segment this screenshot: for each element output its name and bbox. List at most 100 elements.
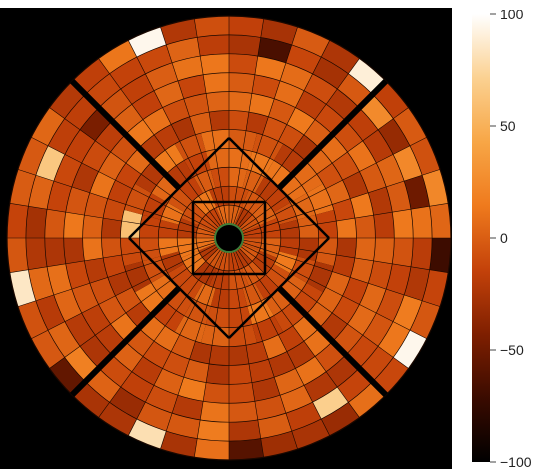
detector-cell bbox=[98, 402, 137, 436]
detector-cell bbox=[290, 256, 316, 283]
sector-gridline bbox=[193, 18, 228, 225]
detector-cell bbox=[89, 171, 116, 199]
sector-gridline bbox=[49, 107, 218, 231]
detector-cell bbox=[160, 251, 185, 274]
diamond-edge bbox=[228, 137, 330, 239]
detector-cell bbox=[409, 137, 441, 176]
sector-gridline bbox=[31, 136, 217, 232]
detector-cell bbox=[376, 154, 405, 187]
detector-cell bbox=[378, 321, 410, 358]
sector-gridline bbox=[17, 242, 216, 307]
detector-cell bbox=[254, 395, 286, 420]
detector-cell bbox=[193, 282, 216, 307]
sector-gridline bbox=[241, 136, 427, 232]
detector-cell bbox=[291, 418, 330, 450]
detector-cell bbox=[409, 300, 441, 339]
detector-cell bbox=[28, 266, 54, 301]
detector-map bbox=[0, 8, 452, 469]
detector-cell bbox=[171, 334, 196, 360]
detector-cell bbox=[350, 192, 374, 219]
detector-cell bbox=[189, 341, 213, 364]
detector-cell bbox=[203, 72, 229, 94]
detector-cell bbox=[25, 206, 48, 238]
diamond-edge bbox=[228, 237, 330, 339]
detector-cell bbox=[200, 401, 229, 423]
detector-cell bbox=[209, 345, 229, 366]
detector-cell bbox=[376, 289, 405, 322]
sector-gridline bbox=[240, 245, 409, 369]
detector-cell bbox=[241, 225, 262, 238]
detector-cell bbox=[332, 254, 355, 278]
sector-gridline bbox=[193, 251, 228, 458]
detector-cell bbox=[31, 107, 65, 146]
detector-cell bbox=[145, 385, 178, 414]
sector-gridline bbox=[127, 250, 223, 436]
sector-gridline bbox=[233, 26, 298, 225]
detector-cell bbox=[273, 251, 298, 274]
detector-cell bbox=[245, 112, 269, 135]
sector-gridline bbox=[127, 40, 223, 226]
detector-cell bbox=[260, 18, 298, 45]
detector-cell bbox=[321, 40, 360, 74]
detector-cell bbox=[49, 81, 86, 119]
detector-cell bbox=[109, 387, 146, 419]
detector-cell bbox=[177, 377, 207, 402]
detector-cell bbox=[89, 277, 116, 305]
detector-cell bbox=[229, 167, 248, 188]
detector-cell bbox=[44, 209, 66, 238]
detector-cell bbox=[44, 238, 66, 267]
detector-cell bbox=[63, 238, 85, 264]
detector-cell bbox=[336, 238, 357, 258]
detector-cell bbox=[120, 73, 154, 105]
detector-cell bbox=[216, 250, 229, 271]
detector-cell bbox=[142, 256, 168, 283]
detector-cell bbox=[229, 382, 255, 404]
detector-cell bbox=[184, 151, 211, 177]
detector-cell bbox=[131, 90, 163, 120]
detector-cell bbox=[386, 263, 411, 295]
detector-cell bbox=[273, 202, 298, 225]
detector-cell bbox=[72, 381, 110, 418]
detector-cell bbox=[257, 37, 292, 63]
detector-cell bbox=[262, 116, 287, 142]
center-ring bbox=[214, 223, 244, 253]
sector-gridline bbox=[241, 244, 427, 340]
detector-cell bbox=[206, 363, 229, 385]
detector-cell bbox=[347, 304, 377, 336]
detector-cell bbox=[200, 53, 229, 75]
detector-cell bbox=[177, 74, 207, 99]
detector-cell bbox=[262, 334, 287, 360]
detector-cell bbox=[251, 377, 281, 402]
detector-cell bbox=[422, 269, 449, 307]
sector-gridline bbox=[242, 169, 441, 234]
detector-cell bbox=[280, 62, 313, 91]
detector-cell bbox=[229, 419, 261, 442]
detector-cell bbox=[189, 112, 213, 135]
detector-cell bbox=[342, 171, 369, 199]
detector-cell bbox=[64, 313, 96, 347]
detector-cell bbox=[17, 300, 49, 339]
detector-cell bbox=[82, 215, 104, 238]
detector-cell bbox=[247, 299, 274, 325]
detector-cell bbox=[160, 431, 198, 458]
detector-cell bbox=[229, 401, 258, 423]
colorbar-tick-label: 50 bbox=[500, 118, 516, 134]
sector-gridline bbox=[230, 251, 265, 458]
detector-cell bbox=[295, 356, 327, 386]
detector-cell bbox=[229, 438, 264, 460]
detector-cell bbox=[279, 238, 300, 257]
detector-cell bbox=[348, 381, 386, 418]
colorbar-tick-label: 0 bbox=[500, 230, 508, 246]
detector-cell bbox=[65, 260, 90, 290]
detector-cell bbox=[392, 209, 414, 238]
diamond-edge bbox=[128, 137, 230, 239]
detector-cell bbox=[422, 169, 449, 207]
sector-gridline bbox=[160, 26, 225, 225]
sector-gridline bbox=[240, 107, 409, 231]
sector-gridline bbox=[236, 58, 360, 227]
detector-cell bbox=[216, 205, 229, 226]
detector-cell bbox=[103, 198, 126, 222]
detector-cell bbox=[229, 345, 249, 366]
detector-cell bbox=[229, 110, 249, 131]
detector-cell bbox=[229, 34, 261, 57]
